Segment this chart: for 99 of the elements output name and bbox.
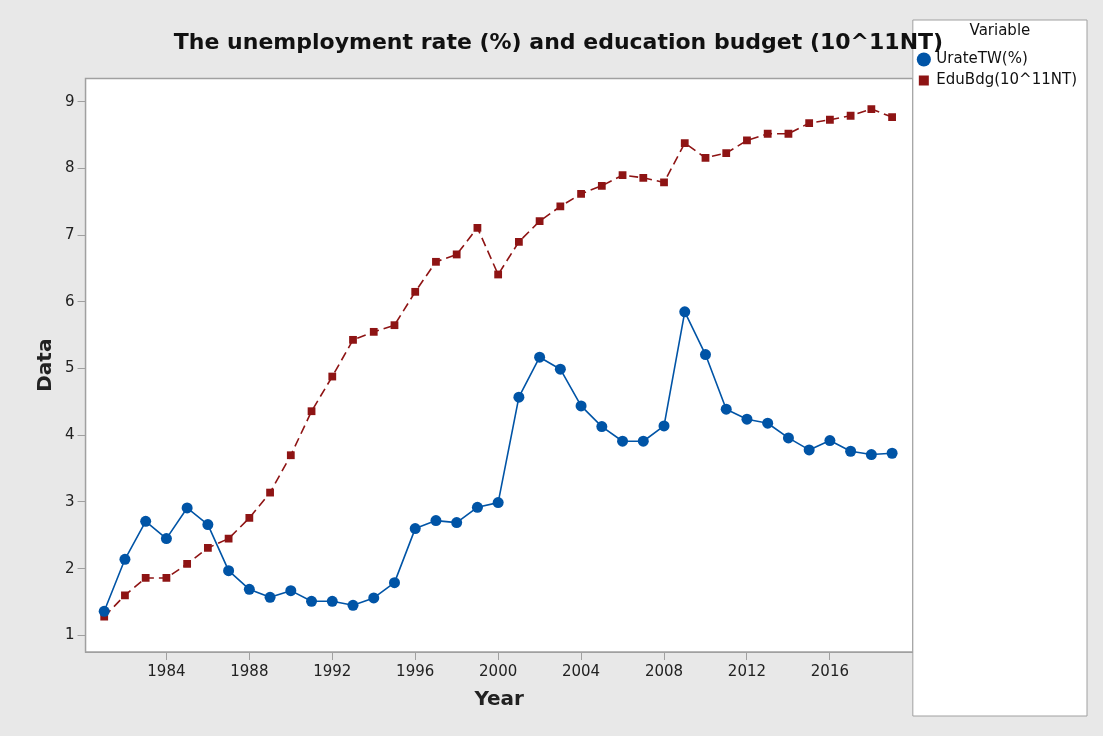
- point: [513, 391, 525, 403]
- point: [554, 363, 566, 375]
- point: [411, 287, 420, 296]
- point: [867, 105, 876, 113]
- point: [430, 515, 442, 527]
- legend-label: EduBdg(10^11NT): [936, 70, 1077, 89]
- point: [328, 372, 337, 381]
- point: [743, 136, 751, 145]
- point: [203, 544, 212, 552]
- point: [577, 189, 585, 198]
- point: [535, 217, 544, 226]
- x-axis-title: Year: [473, 686, 525, 711]
- y-tick-label: 5: [65, 358, 75, 377]
- point: [845, 445, 857, 457]
- point: [515, 237, 523, 246]
- point: [286, 451, 295, 460]
- point: [741, 413, 753, 425]
- point: [658, 420, 670, 432]
- y-tick-label: 9: [65, 91, 75, 110]
- point: [307, 407, 316, 416]
- point: [390, 321, 399, 330]
- point: [824, 435, 836, 447]
- point: [349, 335, 357, 344]
- point: [596, 421, 608, 433]
- point: [285, 585, 297, 597]
- point: [784, 129, 793, 138]
- point: [556, 202, 565, 211]
- y-tick-label: 3: [65, 491, 75, 510]
- point: [369, 327, 378, 336]
- point: [699, 349, 711, 361]
- point: [886, 447, 898, 459]
- point: [266, 488, 274, 497]
- point: [720, 403, 732, 415]
- y-tick-label: 2: [65, 558, 75, 577]
- point: [224, 534, 233, 543]
- x-tick-label: 2012: [727, 661, 767, 680]
- point: [637, 435, 649, 447]
- point: [121, 591, 129, 600]
- point: [140, 515, 152, 527]
- y-tick-label: 8: [65, 158, 75, 177]
- point: [763, 129, 772, 138]
- legend-title: Variable: [969, 21, 1031, 40]
- point: [865, 449, 877, 461]
- point: [183, 560, 192, 568]
- point: [846, 111, 855, 120]
- point: [473, 223, 482, 232]
- x-tick-label: 2000: [479, 661, 518, 680]
- point: [388, 577, 400, 589]
- point: [368, 592, 380, 604]
- point: [575, 400, 587, 412]
- point: [119, 553, 131, 565]
- y-tick-label: 7: [65, 225, 75, 244]
- point: [264, 591, 276, 603]
- point: [660, 178, 668, 187]
- y-tick-label: 1: [65, 625, 75, 644]
- point: [202, 519, 214, 531]
- point: [451, 517, 463, 529]
- point: [782, 432, 794, 444]
- point: [181, 502, 193, 514]
- point: [494, 270, 503, 279]
- x-tick-label: 1988: [230, 661, 269, 680]
- point: [245, 514, 254, 522]
- point: [409, 523, 421, 535]
- x-tick-label: 1984: [147, 661, 186, 680]
- x-tick-label: 2004: [561, 661, 601, 680]
- point: [223, 565, 235, 577]
- point: [617, 435, 629, 447]
- point: [534, 351, 546, 363]
- point: [162, 574, 171, 582]
- x-tick-label: 2016: [810, 661, 849, 680]
- point: [98, 605, 110, 617]
- y-tick-label: 6: [65, 291, 75, 310]
- point: [680, 139, 689, 147]
- point: [432, 257, 440, 266]
- x-tick-label: 2008: [644, 661, 684, 680]
- y-axis-title: Data: [32, 338, 57, 392]
- point: [762, 417, 774, 429]
- point: [803, 444, 815, 456]
- point: [243, 583, 255, 595]
- point: [492, 497, 504, 509]
- point: [326, 595, 338, 607]
- point: [160, 533, 172, 545]
- point: [471, 501, 483, 513]
- point: [679, 306, 691, 318]
- x-tick-label: 1992: [313, 661, 352, 680]
- x-tick-label: 1996: [396, 661, 435, 680]
- point: [888, 113, 896, 121]
- point: [452, 250, 461, 259]
- point: [306, 595, 318, 607]
- point: [722, 149, 731, 157]
- point: [639, 173, 648, 182]
- point: [141, 574, 150, 582]
- point: [701, 153, 710, 162]
- point: [597, 181, 606, 190]
- point: [826, 115, 834, 124]
- y-tick-label: 4: [65, 425, 75, 444]
- point: [347, 599, 359, 611]
- point: [805, 119, 814, 127]
- point: [618, 171, 627, 179]
